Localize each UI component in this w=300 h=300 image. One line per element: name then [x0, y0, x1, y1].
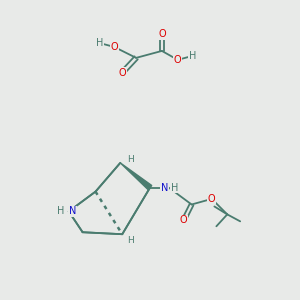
Text: H: H: [189, 51, 196, 61]
Text: H: H: [171, 183, 178, 193]
Text: O: O: [158, 29, 166, 39]
Text: H: H: [96, 38, 103, 48]
Text: O: O: [118, 68, 126, 78]
Text: N: N: [69, 206, 76, 216]
Text: O: O: [110, 42, 118, 52]
Text: N: N: [161, 183, 169, 193]
Text: H: H: [127, 236, 134, 245]
Text: H: H: [57, 206, 64, 216]
Text: O: O: [208, 194, 215, 203]
Text: H: H: [127, 155, 134, 164]
Polygon shape: [120, 163, 152, 190]
Text: O: O: [180, 215, 188, 225]
Text: O: O: [174, 55, 182, 65]
